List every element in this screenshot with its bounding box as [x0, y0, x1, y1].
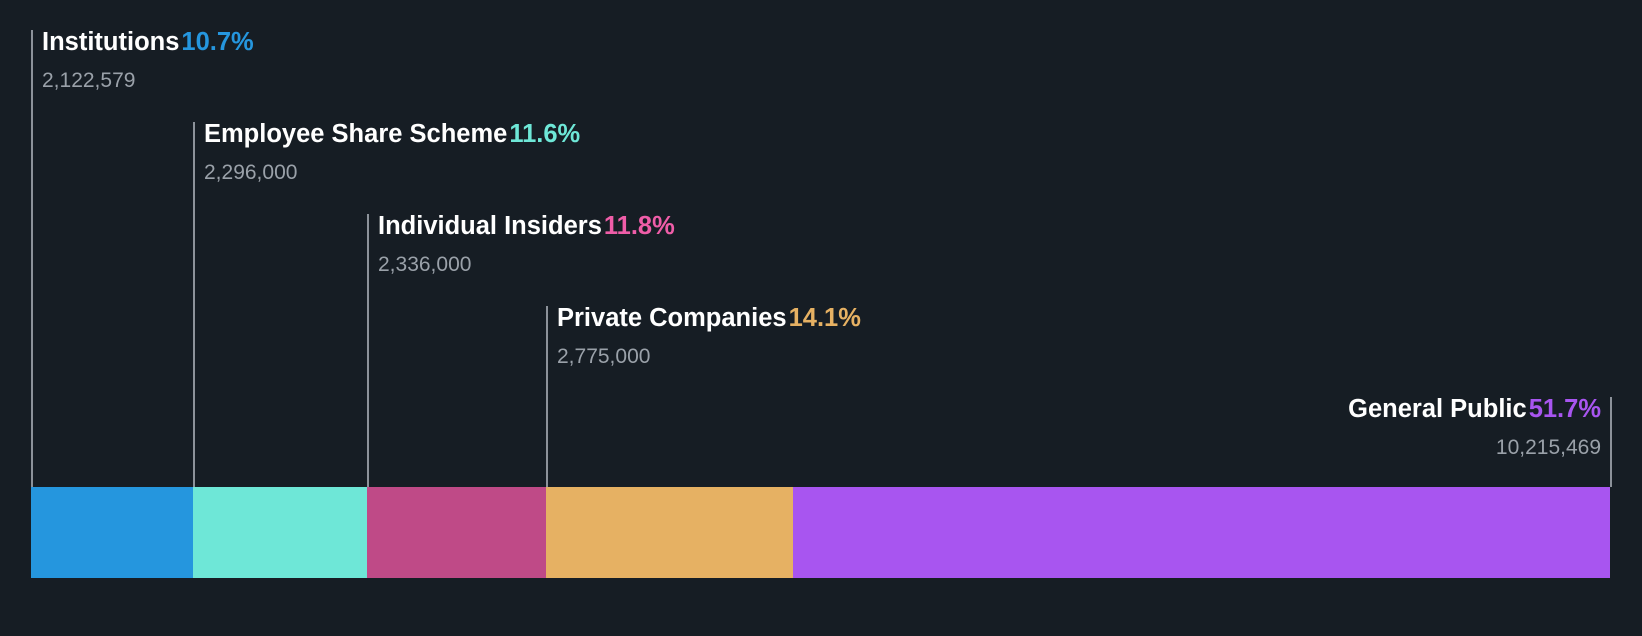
callout-percent-employee-share-scheme: 11.6%	[509, 120, 581, 148]
stacked-ownership-bar	[31, 487, 1610, 578]
bar-segment-individual-insiders[interactable]	[367, 487, 546, 578]
leader-line-individual-insiders	[367, 214, 369, 487]
callout-title-private-companies: Private Companies14.1%	[557, 304, 861, 332]
bar-segment-general-public[interactable]	[793, 487, 1610, 578]
callout-title-general-public: General Public51.7%	[1348, 395, 1601, 423]
leader-line-private-companies	[546, 306, 548, 487]
callout-percent-individual-insiders: 11.8%	[603, 212, 675, 240]
callout-title-institutions: Institutions10.7%	[42, 28, 254, 56]
callout-count-institutions: 2,122,579	[42, 68, 136, 92]
leader-line-employee-share-scheme	[193, 122, 195, 487]
callout-percent-general-public: 51.7%	[1528, 395, 1601, 423]
callout-count-general-public: 10,215,469	[1495, 435, 1601, 459]
callout-employee-share-scheme[interactable]: Employee Share Scheme11.6% 2,296,000	[193, 121, 580, 487]
callout-count-employee-share-scheme: 2,296,000	[204, 160, 298, 184]
leader-line-general-public	[1610, 397, 1612, 487]
callout-percent-private-companies: 14.1%	[788, 304, 861, 332]
callout-individual-insiders[interactable]: Individual Insiders11.8% 2,336,000	[367, 213, 675, 487]
callout-count-private-companies: 2,775,000	[557, 344, 651, 368]
callout-title-employee-share-scheme: Employee Share Scheme11.6%	[204, 120, 581, 148]
callout-label-institutions: Institutions	[42, 28, 180, 56]
callout-private-companies[interactable]: Private Companies14.1% 2,775,000	[546, 305, 861, 487]
callout-label-employee-share-scheme: Employee Share Scheme	[204, 120, 508, 148]
bar-segment-institutions[interactable]	[31, 487, 193, 578]
bar-segment-private-companies[interactable]	[546, 487, 793, 578]
callout-institutions[interactable]: Institutions10.7% 2,122,579	[31, 29, 254, 487]
callout-percent-institutions: 10.7%	[181, 28, 254, 56]
callout-label-private-companies: Private Companies	[557, 304, 787, 332]
callout-count-individual-insiders: 2,336,000	[378, 252, 472, 276]
callout-general-public[interactable]: General Public51.7% 10,215,469	[793, 395, 1612, 487]
callout-label-general-public: General Public	[1348, 395, 1527, 423]
callout-label-individual-insiders: Individual Insiders	[378, 212, 602, 240]
leader-line-institutions	[31, 30, 33, 487]
callout-title-individual-insiders: Individual Insiders11.8%	[378, 212, 675, 240]
bar-segment-employee-share-scheme[interactable]	[193, 487, 367, 578]
